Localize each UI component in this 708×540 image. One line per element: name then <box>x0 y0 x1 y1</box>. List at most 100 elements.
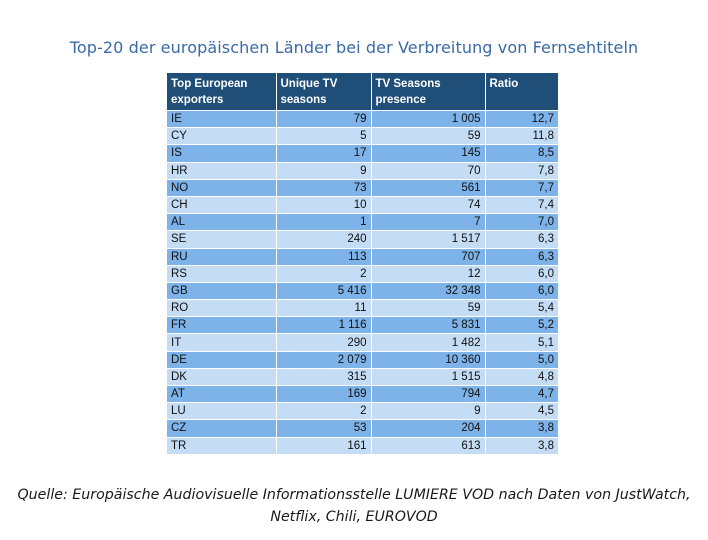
table-row: HR 9 70 7,8 <box>167 162 558 180</box>
chart-title: Top-20 der europäischen Länder bei der V… <box>69 38 639 57</box>
table-row: CZ 53 204 3,8 <box>167 419 558 438</box>
cell-ratio: 3,8 <box>485 437 558 455</box>
column-header-unique-seasons: Unique TV seasons <box>276 73 372 111</box>
cell-ratio: 11,8 <box>485 127 558 146</box>
table-row: AT 169 794 4,7 <box>167 385 558 404</box>
cell-country: IT <box>167 333 277 352</box>
cell-country: LU <box>167 402 277 421</box>
cell-ratio: 4,7 <box>485 385 558 404</box>
cell-ratio: 6,3 <box>485 248 558 266</box>
cell-unique-seasons: 240 <box>276 230 372 249</box>
cell-country: FR <box>167 316 277 335</box>
cell-ratio: 7,0 <box>485 213 558 232</box>
cell-unique-seasons: 169 <box>276 385 372 404</box>
cell-seasons-presence: 12 <box>371 265 486 283</box>
column-header-exporters: Top European exporters <box>167 73 277 111</box>
cell-unique-seasons: 9 <box>276 162 372 180</box>
cell-ratio: 5,0 <box>485 351 558 369</box>
cell-unique-seasons: 53 <box>276 419 372 438</box>
table-row: SE 240 1 517 6,3 <box>167 230 558 249</box>
cell-country: RO <box>167 299 277 318</box>
cell-country: RU <box>167 248 277 266</box>
table-row: DE 2 079 10 360 5,0 <box>167 351 558 369</box>
cell-country: IE <box>167 110 277 129</box>
cell-country: NO <box>167 179 277 197</box>
cell-ratio: 5,4 <box>485 299 558 318</box>
cell-seasons-presence: 10 360 <box>371 351 486 369</box>
table-row: DK 315 1 515 4,8 <box>167 368 558 387</box>
cell-country: DK <box>167 368 277 387</box>
table-row: NO 73 561 7,7 <box>167 179 558 197</box>
source-note: Quelle: Europäische Audiovisuelle Inform… <box>0 484 708 528</box>
cell-seasons-presence: 59 <box>371 299 486 318</box>
source-line-2: Netflix, Chili, EUROVOD <box>270 509 438 525</box>
table-row: RS 2 12 6,0 <box>167 265 558 283</box>
cell-seasons-presence: 1 005 <box>371 110 486 129</box>
cell-country: GB <box>167 282 277 301</box>
cell-unique-seasons: 161 <box>276 437 372 455</box>
cell-seasons-presence: 74 <box>371 196 486 215</box>
cell-country: CH <box>167 196 277 215</box>
table-body: IE 79 1 005 12,7 CY 5 59 11,8 IS 17 145 8,5 HR 9 70 7,8… <box>167 110 558 455</box>
table-row: IT 290 1 482 5,1 <box>167 333 558 352</box>
cell-unique-seasons: 79 <box>276 110 372 129</box>
column-header-ratio: Ratio <box>485 73 558 111</box>
cell-country: AL <box>167 213 277 232</box>
cell-country: AT <box>167 385 277 404</box>
cell-seasons-presence: 613 <box>371 437 486 455</box>
table-row: GB 5 416 32 348 6,0 <box>167 282 558 301</box>
cell-unique-seasons: 73 <box>276 179 372 197</box>
cell-ratio: 6,3 <box>485 230 558 249</box>
cell-seasons-presence: 7 <box>371 213 486 232</box>
cell-seasons-presence: 32 348 <box>371 282 486 301</box>
data-table: Top European exporters Unique TV seasons… <box>167 73 558 455</box>
cell-country: DE <box>167 351 277 369</box>
cell-unique-seasons: 290 <box>276 333 372 352</box>
cell-country: RS <box>167 265 277 283</box>
cell-seasons-presence: 145 <box>371 144 486 163</box>
cell-country: SE <box>167 230 277 249</box>
cell-seasons-presence: 1 517 <box>371 230 486 249</box>
cell-ratio: 8,5 <box>485 144 558 163</box>
cell-seasons-presence: 5 831 <box>371 316 486 335</box>
cell-ratio: 5,1 <box>485 333 558 352</box>
cell-seasons-presence: 794 <box>371 385 486 404</box>
cell-unique-seasons: 2 079 <box>276 351 372 369</box>
table-row: TR 161 613 3,8 <box>167 437 558 455</box>
cell-ratio: 7,7 <box>485 179 558 197</box>
cell-ratio: 3,8 <box>485 419 558 438</box>
cell-unique-seasons: 11 <box>276 299 372 318</box>
cell-unique-seasons: 5 416 <box>276 282 372 301</box>
cell-ratio: 12,7 <box>485 110 558 129</box>
cell-seasons-presence: 707 <box>371 248 486 266</box>
table-row: LU 2 9 4,5 <box>167 402 558 421</box>
header-row: Top European exporters Unique TV seasons… <box>167 73 558 111</box>
table-row: IS 17 145 8,5 <box>167 144 558 163</box>
cell-country: IS <box>167 144 277 163</box>
cell-seasons-presence: 204 <box>371 419 486 438</box>
table-row: IE 79 1 005 12,7 <box>167 110 558 129</box>
cell-country: TR <box>167 437 277 455</box>
cell-seasons-presence: 9 <box>371 402 486 421</box>
cell-ratio: 7,4 <box>485 196 558 215</box>
cell-unique-seasons: 1 116 <box>276 316 372 335</box>
cell-unique-seasons: 315 <box>276 368 372 387</box>
cell-country: CY <box>167 127 277 146</box>
source-line-1: Quelle: Europäische Audiovisuelle Inform… <box>17 487 691 503</box>
cell-ratio: 7,8 <box>485 162 558 180</box>
cell-unique-seasons: 2 <box>276 265 372 283</box>
cell-unique-seasons: 2 <box>276 402 372 421</box>
cell-country: HR <box>167 162 277 180</box>
table-row: RO 11 59 5,4 <box>167 299 558 318</box>
cell-seasons-presence: 70 <box>371 162 486 180</box>
cell-seasons-presence: 1 515 <box>371 368 486 387</box>
table-row: CH 10 74 7,4 <box>167 196 558 215</box>
table-row: CY 5 59 11,8 <box>167 127 558 146</box>
cell-ratio: 6,0 <box>485 265 558 283</box>
cell-ratio: 6,0 <box>485 282 558 301</box>
table-row: AL 1 7 7,0 <box>167 213 558 232</box>
cell-seasons-presence: 561 <box>371 179 486 197</box>
cell-unique-seasons: 113 <box>276 248 372 266</box>
cell-country: CZ <box>167 419 277 438</box>
cell-ratio: 5,2 <box>485 316 558 335</box>
